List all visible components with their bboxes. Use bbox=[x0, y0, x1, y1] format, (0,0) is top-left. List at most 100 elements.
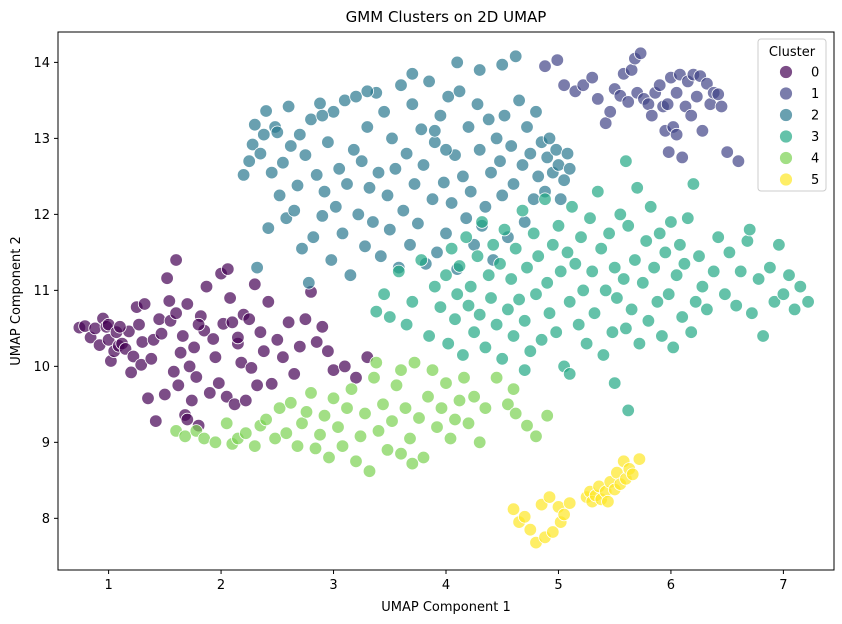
point-cluster-0-51 bbox=[212, 376, 226, 390]
point-cluster-2-59 bbox=[407, 177, 422, 191]
point-cluster-4-18 bbox=[299, 405, 314, 419]
point-cluster-4-58 bbox=[489, 371, 504, 385]
point-cluster-3-15 bbox=[452, 259, 467, 273]
point-cluster-4-37 bbox=[385, 414, 399, 428]
point-cluster-2-12 bbox=[276, 155, 290, 170]
point-cluster-0-21 bbox=[135, 335, 150, 349]
point-cluster-2-117 bbox=[473, 63, 487, 77]
point-cluster-0-74 bbox=[287, 367, 301, 381]
point-cluster-3-67 bbox=[599, 283, 613, 298]
x-tick-label-2: 3 bbox=[329, 578, 337, 593]
point-cluster-2-90 bbox=[495, 188, 509, 203]
point-cluster-3-86 bbox=[653, 226, 667, 241]
point-cluster-2-15 bbox=[284, 139, 298, 153]
legend-marker-0 bbox=[779, 65, 793, 79]
point-cluster-3-30 bbox=[495, 352, 509, 366]
point-cluster-4-42 bbox=[407, 355, 422, 370]
point-cluster-4-62 bbox=[529, 429, 543, 444]
point-cluster-4-57 bbox=[478, 401, 493, 415]
point-cluster-2-43 bbox=[362, 181, 377, 195]
point-cluster-3-122 bbox=[621, 403, 635, 418]
point-cluster-2-40 bbox=[355, 154, 369, 168]
point-cluster-3-119 bbox=[793, 279, 808, 294]
point-cluster-3-50 bbox=[551, 219, 566, 233]
point-cluster-2-111 bbox=[554, 192, 568, 206]
point-cluster-0-58 bbox=[227, 397, 242, 412]
point-cluster-4-8 bbox=[239, 426, 253, 440]
point-cluster-3-111 bbox=[751, 272, 766, 286]
point-cluster-1-12 bbox=[621, 95, 635, 109]
point-cluster-4-36 bbox=[380, 443, 395, 457]
legend-label-5: 5 bbox=[811, 173, 819, 188]
point-cluster-4-50 bbox=[443, 431, 458, 446]
point-cluster-3-106 bbox=[722, 245, 737, 260]
point-cluster-2-106 bbox=[540, 150, 554, 165]
point-cluster-2-75 bbox=[452, 84, 467, 99]
point-cluster-2-29 bbox=[324, 253, 339, 267]
point-cluster-2-7 bbox=[259, 104, 273, 118]
point-cluster-5-29 bbox=[601, 494, 615, 509]
point-cluster-3-29 bbox=[493, 257, 507, 271]
point-cluster-2-61 bbox=[414, 122, 429, 137]
point-cluster-1-41 bbox=[714, 99, 729, 114]
y-tick-label-2: 10 bbox=[33, 360, 50, 375]
point-cluster-3-126 bbox=[743, 222, 757, 237]
point-cluster-2-23 bbox=[306, 230, 321, 244]
point-cluster-4-35 bbox=[376, 397, 390, 412]
point-cluster-3-87 bbox=[655, 329, 669, 343]
y-tick-label-5: 13 bbox=[33, 132, 50, 147]
point-cluster-3-25 bbox=[482, 268, 496, 282]
point-cluster-0-81 bbox=[326, 363, 341, 377]
point-cluster-2-118 bbox=[405, 67, 420, 81]
point-cluster-0-71 bbox=[270, 333, 285, 347]
point-cluster-3-22 bbox=[473, 308, 487, 322]
point-cluster-2-91 bbox=[497, 108, 512, 123]
point-cluster-2-9 bbox=[265, 165, 279, 180]
point-cluster-1-21 bbox=[653, 78, 667, 92]
point-cluster-4-4 bbox=[208, 435, 223, 450]
point-cluster-1-40 bbox=[711, 87, 725, 102]
point-cluster-3-78 bbox=[630, 181, 644, 195]
point-cluster-3-65 bbox=[594, 241, 608, 256]
point-cluster-4-44 bbox=[416, 450, 431, 465]
point-cluster-3-101 bbox=[695, 279, 710, 294]
point-cluster-2-47 bbox=[374, 249, 388, 263]
point-cluster-3-55 bbox=[565, 200, 579, 214]
y-tick-label-0: 8 bbox=[42, 512, 50, 527]
point-cluster-0-27 bbox=[152, 312, 166, 326]
point-cluster-2-2 bbox=[245, 137, 260, 152]
point-cluster-3-73 bbox=[617, 272, 631, 286]
point-cluster-2-66 bbox=[428, 135, 442, 149]
point-cluster-1-29 bbox=[675, 150, 689, 165]
point-cluster-4-20 bbox=[308, 441, 323, 456]
point-cluster-3-88 bbox=[658, 245, 673, 260]
point-cluster-4-43 bbox=[412, 411, 426, 425]
point-cluster-0-39 bbox=[180, 297, 195, 311]
point-cluster-2-97 bbox=[515, 158, 530, 172]
point-cluster-4-3 bbox=[197, 431, 211, 446]
point-cluster-0-64 bbox=[244, 361, 259, 375]
point-cluster-3-46 bbox=[540, 276, 554, 290]
point-cluster-3-117 bbox=[782, 268, 796, 282]
point-cluster-5-8 bbox=[546, 525, 560, 539]
point-cluster-3-8 bbox=[428, 279, 442, 294]
point-cluster-3-115 bbox=[772, 238, 786, 252]
point-cluster-0-75 bbox=[293, 339, 307, 354]
point-cluster-4-51 bbox=[448, 412, 462, 427]
point-cluster-3-108 bbox=[734, 264, 748, 279]
point-cluster-3-58 bbox=[574, 230, 588, 244]
point-cluster-2-84 bbox=[478, 200, 493, 214]
point-cluster-3-62 bbox=[585, 264, 599, 279]
point-cluster-2-31 bbox=[329, 200, 343, 214]
x-tick-label-6: 7 bbox=[779, 578, 787, 593]
point-cluster-2-56 bbox=[399, 146, 414, 161]
point-cluster-2-102 bbox=[529, 105, 543, 119]
point-cluster-1-19 bbox=[645, 108, 659, 123]
point-cluster-1-36 bbox=[695, 124, 710, 138]
point-cluster-2-38 bbox=[349, 89, 363, 104]
point-cluster-4-9 bbox=[248, 439, 262, 453]
point-cluster-1-0 bbox=[538, 59, 552, 73]
point-cluster-1-7 bbox=[599, 116, 613, 130]
point-cluster-2-55 bbox=[396, 203, 411, 218]
point-cluster-3-113 bbox=[763, 260, 777, 275]
